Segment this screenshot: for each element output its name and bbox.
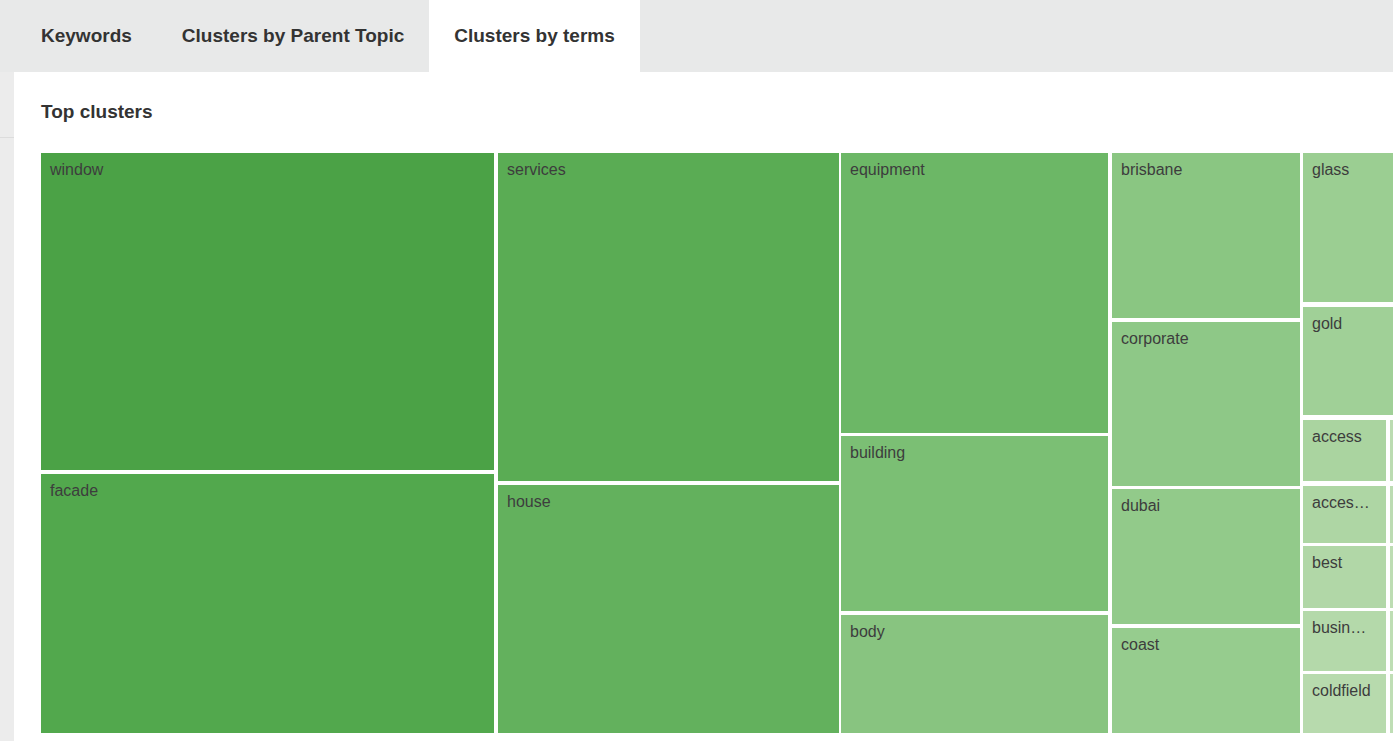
- treemap-cell-dubai[interactable]: dubai: [1112, 489, 1300, 624]
- treemap-cell-label: corporate: [1112, 322, 1300, 356]
- treemap-cell-label: building: [841, 436, 1108, 470]
- treemap-cell-label: glass: [1303, 153, 1393, 187]
- page-background-strip: [0, 72, 14, 741]
- treemap-cell-label: body: [841, 615, 1108, 649]
- treemap-cell-coast[interactable]: coast: [1112, 628, 1300, 733]
- treemap-cell-building[interactable]: building: [841, 436, 1108, 611]
- treemap-cell-label: acces…: [1303, 486, 1386, 520]
- treemap-cell-glass[interactable]: glass: [1303, 153, 1393, 302]
- treemap-cell-facade[interactable]: facade: [41, 474, 494, 733]
- treemap-cell-body[interactable]: body: [841, 615, 1108, 733]
- treemap-cell-label: house: [498, 485, 839, 519]
- tab-keywords[interactable]: Keywords: [16, 0, 157, 72]
- treemap-cell-label: facade: [41, 474, 494, 508]
- tab-clusters-by-terms[interactable]: Clusters by terms: [429, 0, 640, 72]
- treemap-cell-brisbane[interactable]: brisbane: [1112, 153, 1300, 318]
- treemap-cell-label: brisbane: [1112, 153, 1300, 187]
- treemap-cell-access[interactable]: access: [1303, 420, 1386, 481]
- panel-heading: Top clusters: [41, 101, 153, 123]
- treemap-cell-gold[interactable]: gold: [1303, 307, 1393, 415]
- treemap-cell-coldfield[interactable]: coldfield: [1303, 674, 1386, 733]
- treemap-cell-label: equipment: [841, 153, 1108, 187]
- tab-bar: KeywordsClusters by Parent TopicClusters…: [0, 0, 1393, 72]
- treemap-cell-equipment[interactable]: equipment: [841, 153, 1108, 433]
- treemap-cell-house[interactable]: house: [498, 485, 839, 733]
- treemap-cell-services[interactable]: services: [498, 153, 839, 481]
- treemap-cell-window[interactable]: window: [41, 153, 494, 470]
- treemap-cell-busin[interactable]: busin…: [1303, 611, 1386, 671]
- top-clusters-panel: Top clusters window facade services house eq…: [14, 72, 1393, 741]
- treemap-cell-label: coast: [1112, 628, 1300, 662]
- treemap-cell-label: services: [498, 153, 839, 187]
- treemap-cell-acces[interactable]: acces…: [1303, 486, 1386, 543]
- treemap-cell-label: access: [1303, 420, 1386, 454]
- treemap-cell-best[interactable]: best: [1303, 546, 1386, 608]
- treemap-cell-label: window: [41, 153, 494, 187]
- treemap-cell-label: best: [1303, 546, 1386, 580]
- treemap: window facade services house equipment buildi…: [41, 153, 1393, 733]
- content-row: Top clusters window facade services house eq…: [0, 72, 1393, 741]
- treemap-cell-label: coldfield: [1303, 674, 1386, 708]
- treemap-cell-label: busin…: [1303, 611, 1386, 645]
- treemap-cell-corporate[interactable]: corporate: [1112, 322, 1300, 486]
- treemap-cell-label: dubai: [1112, 489, 1300, 523]
- strip-divider: [0, 137, 14, 138]
- tab-clusters-by-parent-topic[interactable]: Clusters by Parent Topic: [157, 0, 429, 72]
- treemap-cell-label: gold: [1303, 307, 1393, 341]
